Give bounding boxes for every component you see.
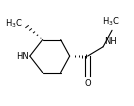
Text: O: O xyxy=(84,79,91,88)
Text: HN: HN xyxy=(16,52,29,61)
Text: $\mathregular{H_3C}$: $\mathregular{H_3C}$ xyxy=(102,15,120,28)
Text: NH: NH xyxy=(104,37,117,46)
Text: $\mathregular{H_3C}$: $\mathregular{H_3C}$ xyxy=(5,18,23,30)
